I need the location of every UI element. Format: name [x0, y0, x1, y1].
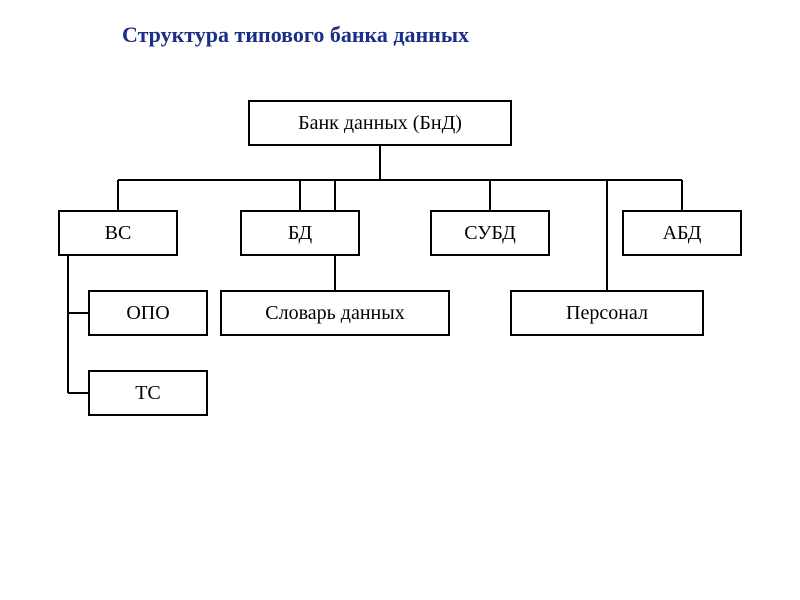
node-ts: ТС	[88, 370, 208, 416]
node-vs: ВС	[58, 210, 178, 256]
node-bd-label: БД	[288, 222, 312, 245]
node-opo: ОПО	[88, 290, 208, 336]
node-abd-label: АБД	[663, 222, 702, 245]
diagram-title: Структура типового банка данных	[122, 22, 469, 48]
node-pers: Персонал	[510, 290, 704, 336]
node-subd: СУБД	[430, 210, 550, 256]
node-bd: БД	[240, 210, 360, 256]
node-pers-label: Персонал	[566, 302, 648, 325]
diagram-canvas: { "title": { "text": "Структура типового…	[0, 0, 800, 600]
node-vs-label: ВС	[105, 222, 132, 245]
node-root: Банк данных (БнД)	[248, 100, 512, 146]
node-slovic: Словарь данных	[220, 290, 450, 336]
node-subd-label: СУБД	[464, 222, 516, 245]
node-root-label: Банк данных (БнД)	[298, 112, 462, 135]
node-opo-label: ОПО	[126, 302, 169, 325]
node-slovic-label: Словарь данных	[265, 302, 404, 325]
node-ts-label: ТС	[135, 382, 161, 405]
node-abd: АБД	[622, 210, 742, 256]
